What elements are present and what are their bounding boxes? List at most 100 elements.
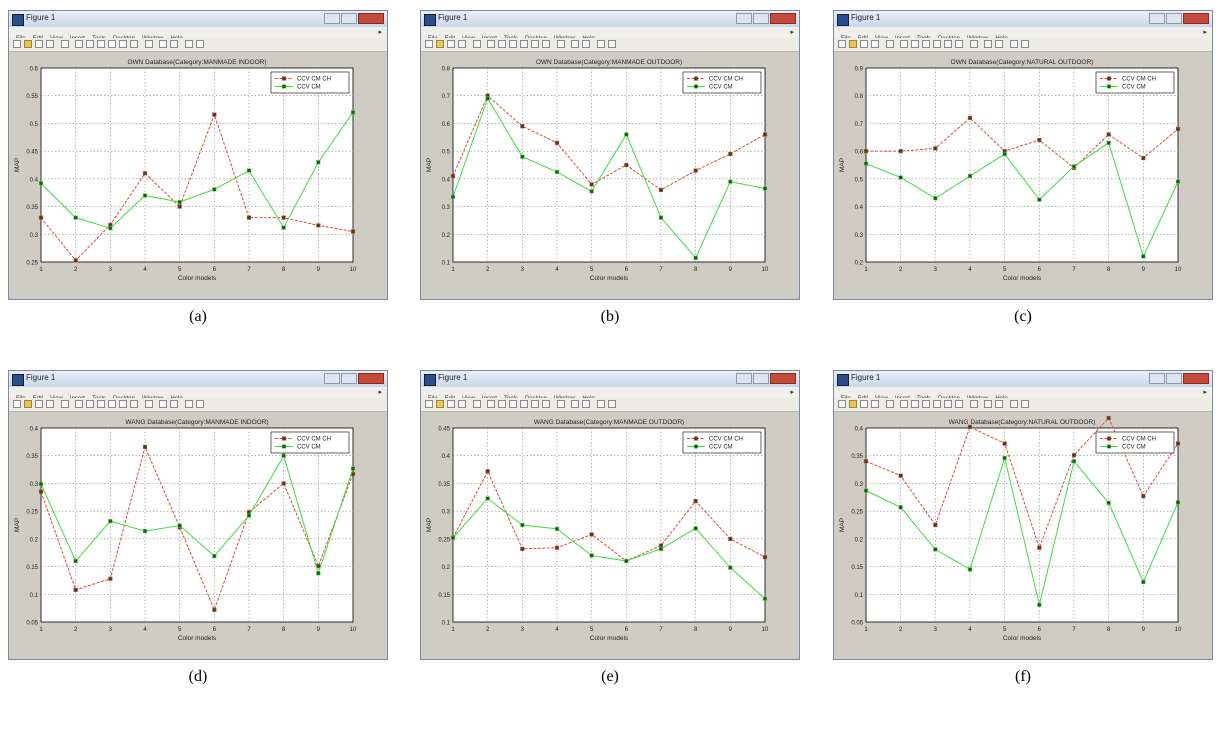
edit-plot-icon[interactable]	[61, 400, 69, 408]
hide-tools-icon[interactable]	[185, 40, 193, 48]
print-icon[interactable]	[46, 400, 54, 408]
zoom-out-icon[interactable]	[911, 40, 919, 48]
new-figure-icon[interactable]	[13, 400, 21, 408]
maximize-button[interactable]	[753, 373, 769, 384]
edit-plot-icon[interactable]	[886, 40, 894, 48]
link-icon[interactable]	[557, 400, 565, 408]
open-file-icon[interactable]	[436, 400, 444, 408]
colorbar-icon[interactable]	[159, 40, 167, 48]
maximize-button[interactable]	[1166, 373, 1182, 384]
close-button[interactable]	[358, 373, 384, 384]
open-file-icon[interactable]	[24, 400, 32, 408]
open-file-icon[interactable]	[849, 400, 857, 408]
pan-icon[interactable]	[922, 400, 930, 408]
brush-icon[interactable]	[955, 400, 963, 408]
show-tools-icon[interactable]	[608, 40, 616, 48]
data-cursor-icon[interactable]	[531, 400, 539, 408]
link-icon[interactable]	[970, 40, 978, 48]
edit-plot-icon[interactable]	[886, 400, 894, 408]
new-figure-icon[interactable]	[838, 40, 846, 48]
maximize-button[interactable]	[341, 373, 357, 384]
print-icon[interactable]	[458, 40, 466, 48]
legend-icon[interactable]	[995, 400, 1003, 408]
legend-icon[interactable]	[582, 40, 590, 48]
close-button[interactable]	[1183, 373, 1209, 384]
dock-arrow-icon[interactable]: ▸	[378, 389, 382, 396]
new-figure-icon[interactable]	[425, 400, 433, 408]
legend[interactable]	[270, 431, 350, 454]
zoom-out-icon[interactable]	[498, 40, 506, 48]
save-icon[interactable]	[35, 400, 43, 408]
new-figure-icon[interactable]	[838, 400, 846, 408]
edit-plot-icon[interactable]	[473, 400, 481, 408]
data-cursor-icon[interactable]	[944, 40, 952, 48]
show-tools-icon[interactable]	[196, 400, 204, 408]
data-cursor-icon[interactable]	[119, 400, 127, 408]
zoom-in-icon[interactable]	[900, 40, 908, 48]
print-icon[interactable]	[871, 400, 879, 408]
close-button[interactable]	[358, 13, 384, 24]
minimize-button[interactable]	[736, 13, 752, 24]
hide-tools-icon[interactable]	[597, 400, 605, 408]
edit-plot-icon[interactable]	[473, 40, 481, 48]
rotate-icon[interactable]	[108, 40, 116, 48]
colorbar-icon[interactable]	[159, 400, 167, 408]
close-button[interactable]	[1183, 13, 1209, 24]
hide-tools-icon[interactable]	[597, 40, 605, 48]
print-icon[interactable]	[871, 40, 879, 48]
legend-icon[interactable]	[582, 400, 590, 408]
save-icon[interactable]	[447, 40, 455, 48]
dock-arrow-icon[interactable]: ▸	[1203, 29, 1207, 36]
open-file-icon[interactable]	[849, 40, 857, 48]
legend[interactable]	[1095, 71, 1175, 94]
zoom-out-icon[interactable]	[86, 400, 94, 408]
data-cursor-icon[interactable]	[944, 400, 952, 408]
zoom-out-icon[interactable]	[498, 400, 506, 408]
legend[interactable]	[682, 431, 762, 454]
maximize-button[interactable]	[341, 13, 357, 24]
pan-icon[interactable]	[509, 400, 517, 408]
show-tools-icon[interactable]	[1021, 40, 1029, 48]
edit-plot-icon[interactable]	[61, 40, 69, 48]
colorbar-icon[interactable]	[571, 40, 579, 48]
pan-icon[interactable]	[922, 40, 930, 48]
legend[interactable]	[682, 71, 762, 94]
brush-icon[interactable]	[955, 40, 963, 48]
dock-arrow-icon[interactable]: ▸	[378, 29, 382, 36]
brush-icon[interactable]	[130, 40, 138, 48]
open-file-icon[interactable]	[24, 40, 32, 48]
close-button[interactable]	[770, 373, 796, 384]
rotate-icon[interactable]	[520, 40, 528, 48]
print-icon[interactable]	[46, 40, 54, 48]
zoom-in-icon[interactable]	[75, 400, 83, 408]
rotate-icon[interactable]	[933, 40, 941, 48]
rotate-icon[interactable]	[933, 400, 941, 408]
maximize-button[interactable]	[753, 13, 769, 24]
link-icon[interactable]	[557, 40, 565, 48]
save-icon[interactable]	[860, 400, 868, 408]
minimize-button[interactable]	[324, 373, 340, 384]
show-tools-icon[interactable]	[608, 400, 616, 408]
print-icon[interactable]	[458, 400, 466, 408]
zoom-in-icon[interactable]	[487, 400, 495, 408]
rotate-icon[interactable]	[520, 400, 528, 408]
legend-icon[interactable]	[995, 40, 1003, 48]
minimize-button[interactable]	[324, 13, 340, 24]
data-cursor-icon[interactable]	[531, 40, 539, 48]
hide-tools-icon[interactable]	[1010, 40, 1018, 48]
brush-icon[interactable]	[542, 40, 550, 48]
brush-icon[interactable]	[130, 400, 138, 408]
save-icon[interactable]	[447, 400, 455, 408]
show-tools-icon[interactable]	[1021, 400, 1029, 408]
save-icon[interactable]	[35, 40, 43, 48]
link-icon[interactable]	[970, 400, 978, 408]
new-figure-icon[interactable]	[13, 40, 21, 48]
dock-arrow-icon[interactable]: ▸	[1203, 389, 1207, 396]
legend[interactable]	[270, 71, 350, 94]
legend[interactable]	[1095, 431, 1175, 454]
minimize-button[interactable]	[1149, 373, 1165, 384]
dock-arrow-icon[interactable]: ▸	[790, 29, 794, 36]
dock-arrow-icon[interactable]: ▸	[790, 389, 794, 396]
colorbar-icon[interactable]	[984, 400, 992, 408]
pan-icon[interactable]	[97, 40, 105, 48]
